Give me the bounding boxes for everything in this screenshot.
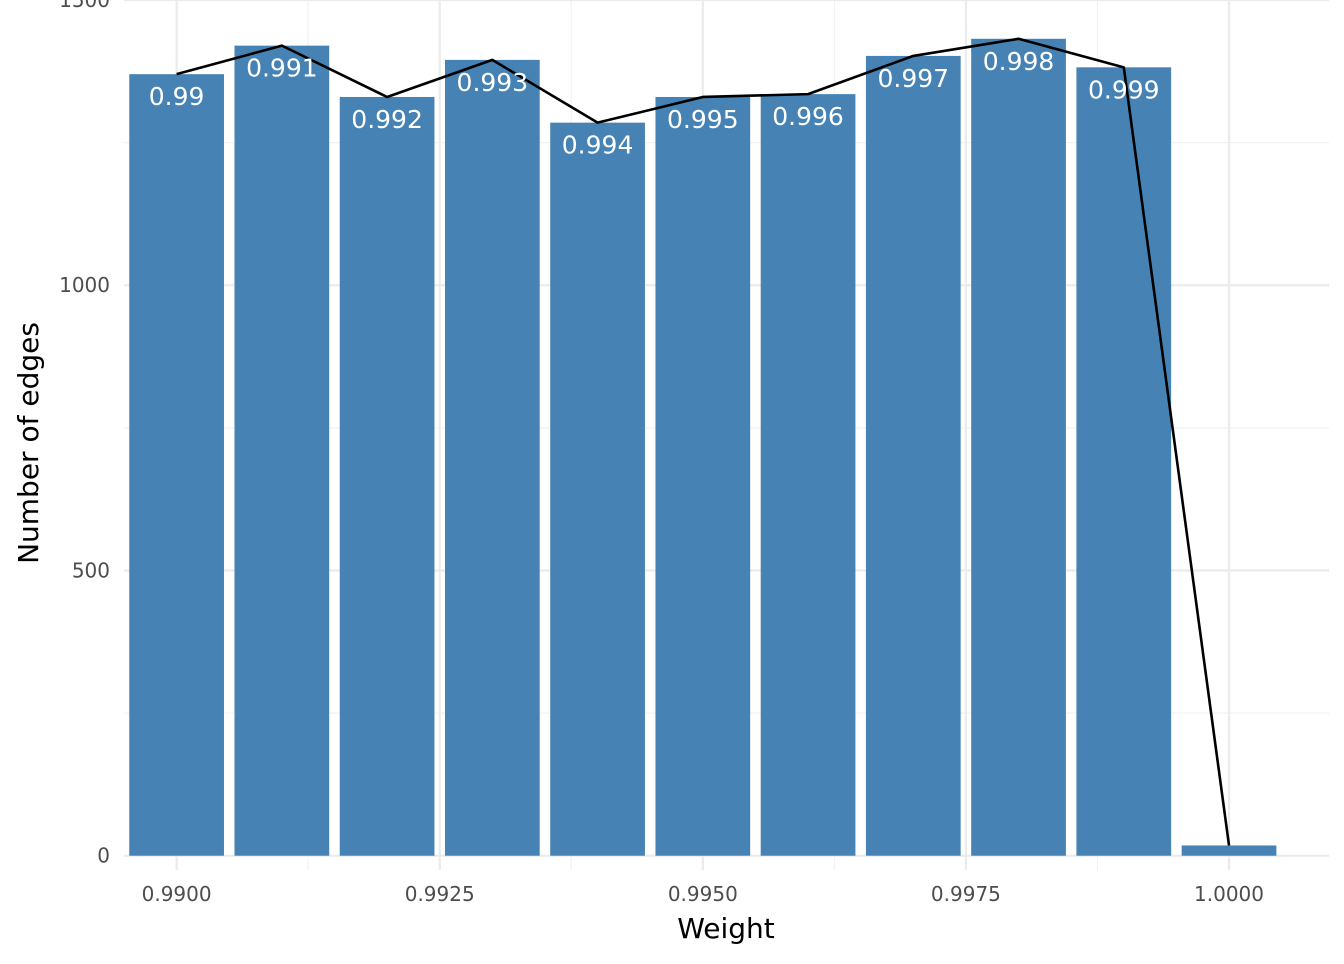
bar (1076, 67, 1172, 856)
bar (550, 122, 645, 856)
bar-label: 0.998 (983, 47, 1055, 76)
trend-line (176, 37, 1231, 846)
bar-label: 0.997 (878, 64, 950, 93)
x-tick-label: 0.9925 (405, 882, 475, 906)
bar-label: 0.995 (667, 105, 739, 134)
bar (865, 55, 961, 856)
y-tick-label: 1500 (59, 0, 110, 12)
trend-line-layer (176, 37, 1231, 846)
y-axis-title: Number of edges (12, 322, 45, 564)
x-tick-label: 0.9950 (668, 882, 738, 906)
bar (234, 45, 330, 856)
bar (444, 59, 540, 856)
y-tick-label: 1000 (59, 273, 110, 297)
bars-layer (129, 38, 1277, 856)
bar (129, 74, 224, 856)
x-tick-label: 0.9975 (931, 882, 1001, 906)
bar-label: 0.99 (149, 82, 205, 111)
bar-label: 0.999 (1088, 75, 1160, 104)
bar (1181, 845, 1277, 856)
bar-label: 0.996 (772, 102, 844, 131)
bar-label: 0.994 (562, 131, 634, 160)
x-tick-label: 1.0000 (1194, 882, 1264, 906)
bar (655, 96, 751, 856)
bar (971, 38, 1066, 856)
bar (339, 96, 435, 856)
axis-layer: 0.9900 0.9925 0.9950 0.9975 1.0000 0 500 1000 15… (59, 0, 1264, 906)
y-tick-label: 500 (72, 558, 110, 582)
bar-label: 0.993 (457, 68, 529, 97)
x-axis-title: Weight (677, 912, 775, 945)
bar-label: 0.991 (246, 54, 318, 83)
bar-labels-layer: 0.99 0.991 0.992 0.993 0.994 0.995 0.996 0.997 0… (149, 47, 1160, 160)
bar-label: 0.992 (351, 105, 423, 134)
x-tick-label: 0.9900 (142, 882, 212, 906)
y-tick-label: 0 (97, 844, 110, 868)
bar (760, 94, 856, 856)
